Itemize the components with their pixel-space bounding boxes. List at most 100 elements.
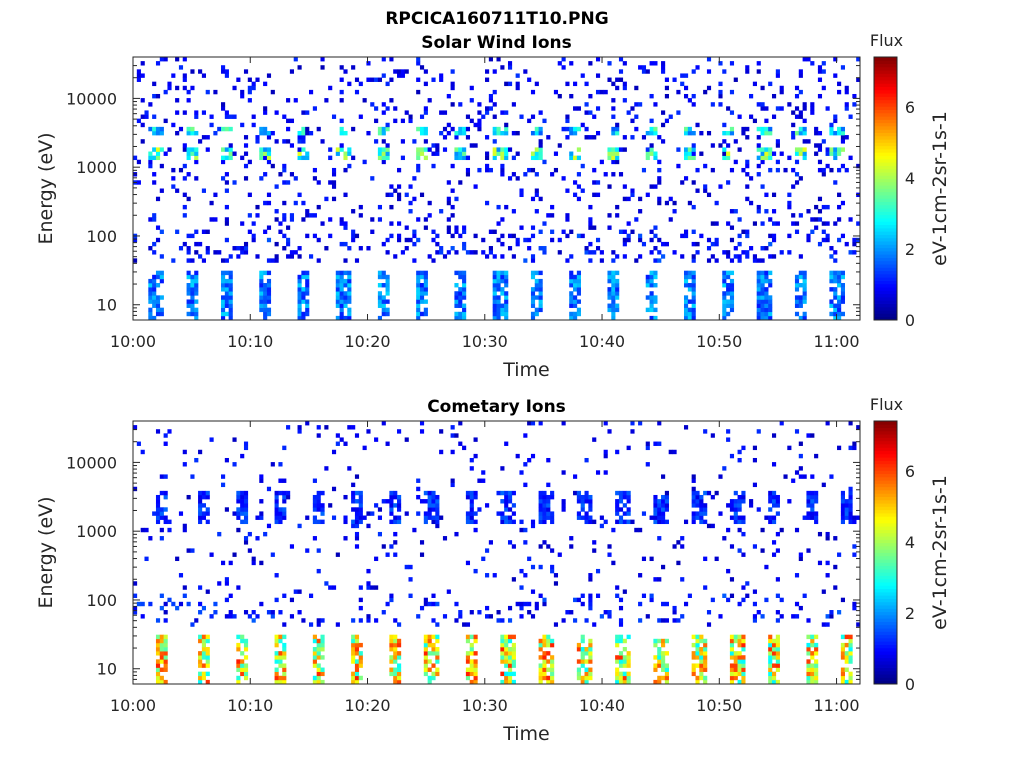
heatmap-cell xyxy=(465,167,471,173)
heatmap-cell xyxy=(435,622,440,627)
colorbar-swatch xyxy=(874,582,897,586)
heatmap-cell xyxy=(385,155,390,161)
heatmap-cell xyxy=(794,93,800,99)
heatmap-cell xyxy=(282,246,287,251)
heatmap-cell xyxy=(240,667,245,672)
colorbar-swatch xyxy=(874,165,897,170)
heatmap-cell xyxy=(687,274,692,280)
heatmap-cell xyxy=(565,126,570,132)
heatmap-cell xyxy=(504,283,509,288)
heatmap-cell xyxy=(576,147,581,152)
heatmap-cell xyxy=(465,155,471,161)
heatmap-cell xyxy=(148,102,153,107)
heatmap-cell xyxy=(462,287,467,292)
heatmap-cell xyxy=(817,77,823,82)
heatmap-cell xyxy=(201,647,206,652)
heatmap-cell xyxy=(228,143,233,148)
heatmap-cell xyxy=(400,155,405,161)
heatmap-cell xyxy=(469,143,474,148)
heatmap-cell xyxy=(768,130,773,136)
heatmap-cell xyxy=(760,287,765,292)
colorbar-swatch xyxy=(874,231,897,235)
heatmap-cell xyxy=(339,143,344,148)
heatmap-cell xyxy=(756,303,761,308)
heatmap-cell xyxy=(802,147,807,152)
heatmap-cell xyxy=(856,221,861,226)
heatmap-cell xyxy=(661,515,666,520)
heatmap-cell xyxy=(133,425,138,430)
heatmap-cell xyxy=(316,503,321,508)
heatmap-cell xyxy=(691,69,696,74)
y-tick-label: 10 xyxy=(97,660,117,679)
heatmap-cell xyxy=(278,638,283,644)
heatmap-cell xyxy=(645,441,650,446)
heatmap-cell xyxy=(687,311,692,317)
heatmap-cell xyxy=(672,610,677,615)
heatmap-cell xyxy=(465,675,471,681)
heatmap-cell xyxy=(741,531,746,537)
colorbar-swatch xyxy=(874,453,897,458)
heatmap-cell xyxy=(236,77,241,82)
heatmap-cell xyxy=(771,675,777,681)
colorbar-tick-label: 4 xyxy=(905,169,915,188)
heatmap-cell xyxy=(201,229,206,234)
heatmap-cell xyxy=(366,585,371,590)
heatmap-cell xyxy=(435,519,440,525)
heatmap-cell xyxy=(354,536,360,541)
heatmap-cell xyxy=(833,114,838,119)
heatmap-cell xyxy=(550,642,555,648)
heatmap-cell xyxy=(500,155,505,161)
heatmap-cell xyxy=(699,671,704,677)
heatmap-cell xyxy=(228,311,233,317)
heatmap-cell xyxy=(611,172,616,177)
heatmap-cell xyxy=(282,671,287,677)
heatmap-cell xyxy=(286,118,291,124)
heatmap-cell xyxy=(534,192,539,198)
heatmap-cell xyxy=(274,503,279,508)
heatmap-cell xyxy=(305,151,310,156)
heatmap-cell xyxy=(626,507,631,512)
heatmap-cell xyxy=(358,519,363,525)
colorbar-swatch xyxy=(874,280,897,285)
heatmap-cell xyxy=(573,287,578,292)
heatmap-cell xyxy=(305,213,310,218)
heatmap-cell xyxy=(760,291,765,296)
heatmap-cell xyxy=(760,102,765,107)
heatmap-cell xyxy=(331,585,337,590)
colorbar-title: Flux xyxy=(870,31,903,50)
heatmap-cell xyxy=(584,679,589,685)
heatmap-cell xyxy=(504,274,509,280)
heatmap-cell xyxy=(599,258,604,263)
heatmap-cell xyxy=(263,295,268,300)
heatmap-cell xyxy=(733,254,738,259)
colorbar-swatch xyxy=(874,585,897,590)
heatmap-cell xyxy=(155,295,161,300)
heatmap-cell xyxy=(691,147,696,152)
heatmap-cell xyxy=(741,638,746,644)
heatmap-cell xyxy=(167,527,172,533)
heatmap-cell xyxy=(615,634,620,640)
heatmap-cell xyxy=(397,663,402,668)
heatmap-cell xyxy=(312,659,317,664)
heatmap-cell xyxy=(771,540,777,545)
heatmap-cell xyxy=(618,675,624,681)
heatmap-cell xyxy=(584,250,589,255)
heatmap-cell xyxy=(228,126,233,132)
heatmap-cell xyxy=(760,614,765,619)
heatmap-cell xyxy=(469,663,474,668)
heatmap-cell xyxy=(224,507,229,512)
heatmap-cell xyxy=(416,270,421,276)
heatmap-cell xyxy=(588,241,593,247)
heatmap-cell xyxy=(729,270,735,276)
heatmap-cell xyxy=(297,299,302,304)
heatmap-cell xyxy=(136,180,141,185)
heatmap-cell xyxy=(228,283,233,288)
heatmap-cell xyxy=(228,155,233,161)
heatmap-cell xyxy=(328,85,333,91)
heatmap-cell xyxy=(798,274,803,280)
heatmap-cell xyxy=(481,478,486,483)
heatmap-cell xyxy=(155,679,161,685)
y-tick-label: 100 xyxy=(86,591,117,610)
heatmap-cell xyxy=(538,515,543,520)
heatmap-cell xyxy=(653,283,658,288)
